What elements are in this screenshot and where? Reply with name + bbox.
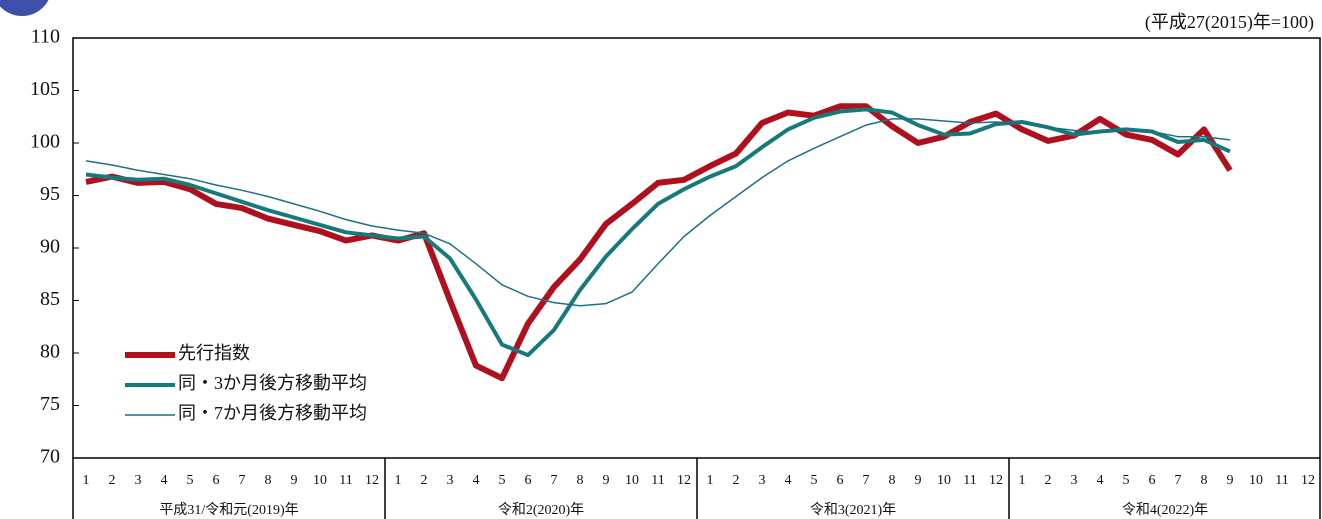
series-line: [85, 103, 1233, 382]
x-tick-label: 4: [1097, 473, 1104, 488]
year-label: 令和3(2021)年: [810, 502, 896, 518]
x-tick-label: 12: [1301, 473, 1315, 488]
x-tick-label: 4: [785, 473, 792, 488]
y-tick-label: 100: [30, 131, 60, 153]
x-tick-label: 10: [313, 473, 327, 488]
legend-label: 同・3か月後方移動平均: [178, 373, 367, 393]
y-tick-label: 70: [40, 446, 60, 468]
x-tick-label: 10: [1249, 473, 1263, 488]
x-tick-label: 12: [677, 473, 691, 488]
x-tick-label: 9: [1227, 473, 1234, 488]
x-tick-label: 7: [239, 473, 246, 488]
x-tick-label: 3: [1071, 473, 1078, 488]
x-tick-label: 10: [937, 473, 951, 488]
x-tick-label: 2: [1045, 473, 1052, 488]
y-tick-label: 110: [31, 26, 60, 48]
year-label: 令和4(2022)年: [1122, 502, 1208, 518]
x-tick-label: 11: [339, 473, 352, 488]
x-tick-label: 6: [525, 473, 532, 488]
x-tick-label: 5: [811, 473, 818, 488]
x-tick-label: 1: [707, 473, 714, 488]
x-tick-label: 6: [213, 473, 220, 488]
index-base-note: (平成27(2015)年=100): [1145, 12, 1314, 33]
year-label: 令和2(2020)年: [498, 502, 584, 518]
x-tick-label: 2: [109, 473, 116, 488]
x-tick-label: 7: [863, 473, 870, 488]
x-tick-label: 4: [161, 473, 168, 488]
x-tick-label: 9: [291, 473, 298, 488]
y-tick-label: 105: [30, 78, 60, 100]
x-tick-label: 3: [447, 473, 454, 488]
x-tick-label: 8: [577, 473, 584, 488]
x-tick-label: 8: [1201, 473, 1208, 488]
plot-frame: [72, 37, 1321, 459]
x-tick-label: 5: [499, 473, 506, 488]
x-tick-label: 9: [915, 473, 922, 488]
legend-label: 同・7か月後方移動平均: [178, 403, 367, 423]
x-tick-label: 8: [889, 473, 896, 488]
x-tick-label: 12: [365, 473, 379, 488]
x-tick-label: 1: [83, 473, 90, 488]
x-tick-label: 9: [603, 473, 610, 488]
x-tick-label: 2: [733, 473, 740, 488]
y-tick-label: 80: [40, 341, 60, 363]
x-tick-label: 11: [651, 473, 664, 488]
y-tick-label: 85: [40, 288, 60, 310]
x-tick-label: 12: [989, 473, 1003, 488]
x-tick-label: 5: [187, 473, 194, 488]
series-line: [85, 107, 1231, 358]
x-tick-label: 10: [625, 473, 639, 488]
x-tick-label: 11: [963, 473, 976, 488]
x-tick-label: 2: [421, 473, 428, 488]
x-tick-label: 7: [1175, 473, 1182, 488]
legend-label: 先行指数: [178, 343, 250, 363]
x-tick-label: 1: [395, 473, 402, 488]
corner-badge: [0, 0, 49, 16]
x-tick-label: 8: [265, 473, 272, 488]
y-tick-label: 75: [40, 393, 60, 415]
x-tick-label: 5: [1123, 473, 1130, 488]
x-tick-label: 4: [473, 473, 480, 488]
y-tick-label: 90: [40, 236, 60, 258]
x-tick-label: 11: [1275, 473, 1288, 488]
x-tick-label: 3: [135, 473, 142, 488]
x-tick-label: 6: [1149, 473, 1156, 488]
year-label: 平成31/令和元(2019)年: [159, 502, 298, 518]
x-tick-label: 1: [1019, 473, 1026, 488]
x-tick-label: 6: [837, 473, 844, 488]
series-line: [85, 118, 1231, 307]
x-tick-label: 3: [759, 473, 766, 488]
x-tick-label: 7: [551, 473, 558, 488]
y-tick-label: 95: [40, 183, 60, 205]
